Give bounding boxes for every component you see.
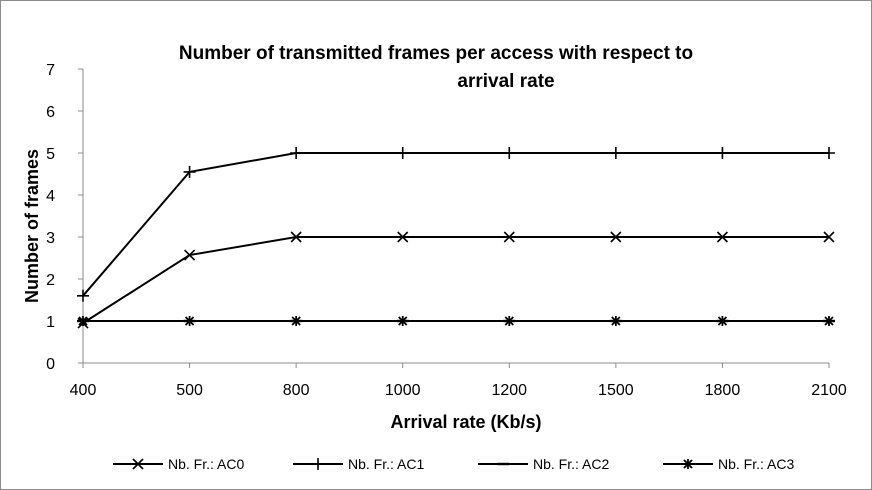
chart-title-line2: arrival rate: [457, 71, 555, 92]
x-axis-title: Arrival rate (Kb/s): [390, 412, 541, 432]
data-point-series-3: [184, 316, 195, 326]
y-tick-label: 1: [46, 314, 55, 331]
legend-marker-3: [683, 459, 693, 469]
data-point-series-0: [716, 231, 728, 243]
data-point-series-1: [503, 147, 516, 159]
data-point-series-1: [290, 147, 303, 159]
y-tick-label: 4: [46, 188, 55, 205]
data-point-series-1: [716, 147, 729, 159]
legend-marker-0: [132, 458, 144, 470]
data-point-series-0: [823, 231, 835, 243]
legend-label-3: Nb. Fr.: AC3: [718, 456, 794, 472]
data-point-series-3: [78, 316, 88, 326]
legend-label-0: Nb. Fr.: AC0: [168, 456, 244, 472]
y-tick-label: 3: [46, 230, 55, 247]
data-point-series-0: [397, 231, 409, 243]
x-tick-label: 1000: [385, 382, 421, 399]
series-line-0: [82, 236, 829, 324]
data-point-series-3: [611, 316, 621, 326]
data-point-series-0: [290, 231, 302, 243]
x-tick-label: 400: [70, 382, 97, 399]
data-point-series-3: [398, 316, 408, 326]
data-point-series-1: [609, 147, 622, 159]
data-point-series-1: [396, 147, 409, 159]
data-point-series-0: [610, 231, 622, 243]
legend-label-2: Nb. Fr.: AC2: [533, 456, 609, 472]
data-point-series-1: [77, 289, 89, 302]
data-point-series-0: [184, 249, 196, 261]
y-tick-label: 6: [46, 104, 55, 121]
legend-marker-1: [312, 458, 324, 470]
x-tick-label: 1500: [598, 382, 634, 399]
data-point-series-0: [503, 231, 515, 243]
y-axis-title: Number of frames: [22, 149, 42, 303]
x-tick-label: 800: [283, 382, 310, 399]
data-point-series-3: [504, 316, 514, 326]
y-tick-label: 5: [46, 146, 55, 163]
data-point-series-1: [823, 147, 835, 159]
x-tick-label: 2100: [811, 382, 847, 399]
x-tick-label: 500: [176, 382, 203, 399]
data-point-series-1: [183, 165, 196, 178]
legend-label-1: Nb. Fr.: AC1: [348, 456, 424, 472]
data-point-series-3: [824, 316, 834, 326]
y-tick-label: 7: [46, 62, 55, 79]
x-tick-label: 1800: [705, 382, 741, 399]
series-line-1: [82, 152, 829, 297]
y-tick-label: 2: [46, 272, 55, 289]
chart-title-line1: Number of transmitted frames per access …: [178, 43, 694, 64]
x-tick-label: 1200: [491, 382, 527, 399]
data-point-series-3: [291, 316, 301, 326]
data-point-series-3: [717, 316, 728, 326]
chart-title: Number of transmitted frames per access …: [0, 40, 872, 96]
y-tick-label: 0: [46, 356, 55, 373]
